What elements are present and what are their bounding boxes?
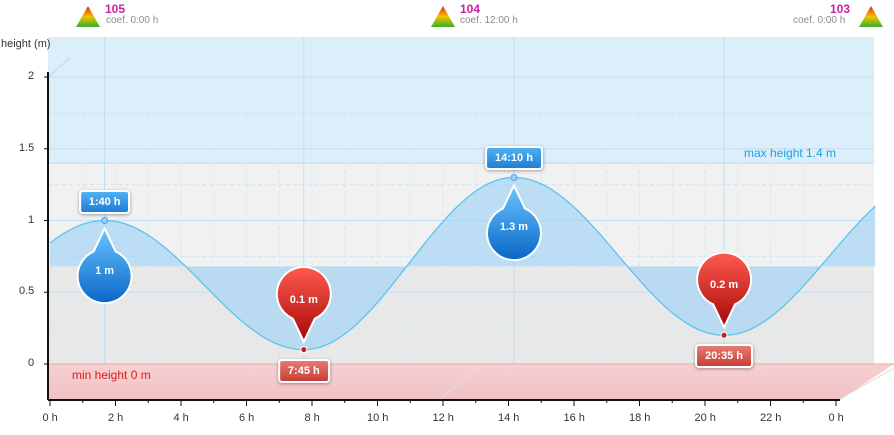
coefficient-triangle-icon (76, 6, 100, 27)
low-tide-bubble (696, 251, 753, 330)
high-tide-bubble (485, 183, 542, 262)
coefficient-label: coef. 0:00 h (793, 15, 846, 26)
low-tide-point (300, 346, 308, 354)
min-height-floor (48, 364, 894, 400)
coefficient-value: 103 (830, 2, 851, 16)
x-tick-label: 16 h (563, 412, 585, 424)
high-tide-height-label: 1.3 m (499, 221, 529, 234)
y-tick-label: 0 (28, 357, 35, 369)
min-height-label: min height 0 m (72, 368, 151, 382)
coefficient-value: 105 (105, 2, 126, 16)
high-tide-point (510, 173, 518, 181)
tide-curve (49, 176, 876, 351)
coefficient-triangle-icon (859, 6, 883, 27)
coefficient-triangle-icon (431, 6, 455, 27)
high-tide-time-label: 14:10 h (485, 146, 543, 171)
y-tick-label: 2 (28, 70, 35, 82)
perspective-line (47, 57, 71, 78)
x-tick-label: 20 h (694, 412, 716, 424)
max-height-label: max height 1.4 m (744, 146, 837, 160)
y-tick-label: 1 (28, 213, 35, 226)
high-tide-bubble (76, 226, 133, 305)
low-tide-point (720, 331, 728, 339)
low-tide-height-label: 0.1 m (289, 293, 318, 306)
x-tick-label: 4 h (173, 412, 189, 424)
y-axis-title: height (m) (1, 38, 51, 50)
perspective-line (839, 367, 894, 400)
x-tick-label: 12 h (432, 412, 454, 424)
x-tick-label: 18 h (629, 412, 651, 424)
x-tick-label: 8 h (304, 412, 320, 424)
x-tick-label: 2 h (108, 412, 124, 424)
coefficient-label: coef. 12:00 h (460, 15, 518, 26)
above-max-band (48, 37, 874, 164)
low-tide-height-label: 0.2 m (710, 279, 739, 292)
perspective-line (439, 367, 479, 400)
coefficient-value: 104 (460, 2, 481, 16)
y-tick-label: 1.5 (19, 141, 35, 154)
x-tick-label: 0 h (42, 412, 58, 424)
x-tick-label: 0 h (828, 412, 844, 424)
x-tick-label: 22 h (760, 412, 782, 424)
coefficient-label: coef. 0:00 h (106, 15, 159, 26)
high-tide-point (101, 217, 109, 224)
x-tick-label: 10 h (367, 412, 389, 424)
low-tide-bubble (275, 265, 332, 344)
high-tide-time-label: 1:40 h (78, 189, 131, 214)
low-tide-time-label: 20:35 h (695, 344, 754, 369)
x-tick-label: 6 h (239, 412, 255, 424)
high-tide-height-label: 1 m (95, 264, 115, 277)
low-tide-time-label: 7:45 h (277, 358, 330, 383)
y-tick-label: 0.5 (19, 285, 35, 298)
tide-area (50, 177, 876, 350)
x-tick-label: 14 h (498, 412, 520, 424)
